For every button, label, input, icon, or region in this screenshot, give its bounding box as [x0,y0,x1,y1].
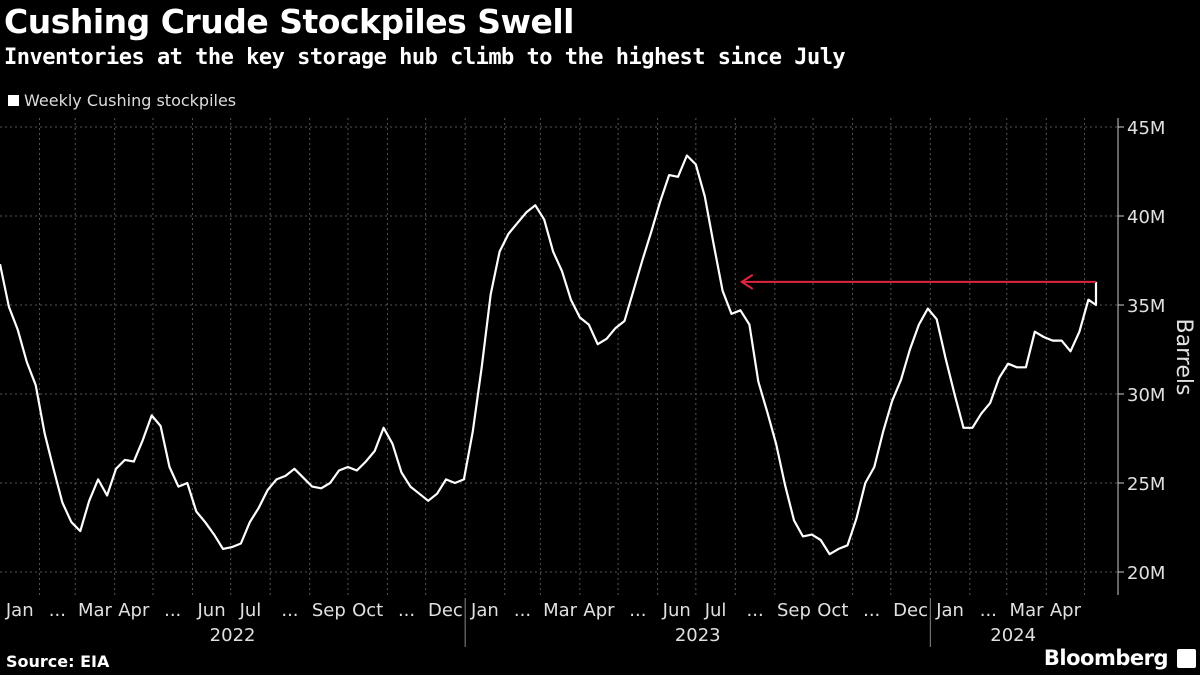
x-tick-label-25: ... [980,600,997,621]
chart-title: Cushing Crude Stockpiles Swell [4,2,574,41]
x-tick-label-3: Apr [118,600,150,621]
y-tick-label-0: 20M [1127,563,1165,584]
x-tick-label-1: ... [49,600,66,621]
x-tick-label-12: Jan [470,600,499,621]
year-label-1: 2023 [675,625,721,646]
x-tick-label-6: Jul [239,600,262,621]
x-tick-label-16: ... [629,600,646,621]
x-tick-label-23: Dec [893,600,928,621]
x-tick-label-22: ... [863,600,880,621]
year-label-2: 2024 [990,625,1036,646]
x-tick-label-24: Jan [935,600,964,621]
y-tick-label-3: 35M [1127,296,1165,317]
legend-label: Weekly Cushing stockpiles [24,91,237,110]
x-tick-label-15: Apr [583,600,615,621]
x-tick-label-7: ... [281,600,298,621]
series-layer [0,154,1098,556]
y-tick-label-2: 30M [1127,385,1165,406]
annotation-arrow-head [739,274,754,290]
y-axis: 20M 25M 30M 35M 40M 45M [1117,118,1165,595]
x-tick-label-14: Mar [543,600,578,621]
brand-logo: Bloomberg [1043,646,1169,670]
bloomberg-icon [1177,649,1196,668]
annotation-layer [739,274,1096,290]
source-note: Source: EIA [6,652,110,671]
x-tick-label-5: Jun [196,600,225,621]
x-tick-label-11: Dec [428,600,463,621]
legend-swatch [8,95,19,106]
y-tick-label-1: 25M [1127,474,1165,495]
x-tick-label-2: Mar [78,600,113,621]
x-tick-label-21: Oct [817,600,848,621]
x-tick-label-27: Apr [1050,600,1082,621]
series-line [0,154,1098,556]
x-tick-label-19: ... [747,600,764,621]
x-tick-label-0: Jan [5,600,34,621]
y-tick-label-5: 45M [1127,118,1165,139]
x-tick-label-18: Jul [704,600,727,621]
x-tick-label-10: ... [398,600,415,621]
y-tick-label-4: 40M [1127,207,1165,228]
x-tick-label-8: Sep [312,600,346,621]
chart-subtitle: Inventories at the key storage hub climb… [4,45,846,70]
x-tick-label-9: Oct [352,600,383,621]
x-tick-label-4: ... [164,600,181,621]
x-tick-label-13: ... [514,600,531,621]
grid [0,118,1118,595]
x-tick-label-17: Jun [662,600,691,621]
year-label-0: 2022 [210,625,256,646]
x-tick-label-26: Mar [1010,600,1045,621]
x-tick-label-20: Sep [777,600,811,621]
legend: Weekly Cushing stockpiles [8,91,236,110]
y-axis-label: Barrels [1171,319,1196,396]
x-axis: Jan... Mar Apr... Jun Jul... Sep Oct... Dec Jan.… [5,598,1082,647]
